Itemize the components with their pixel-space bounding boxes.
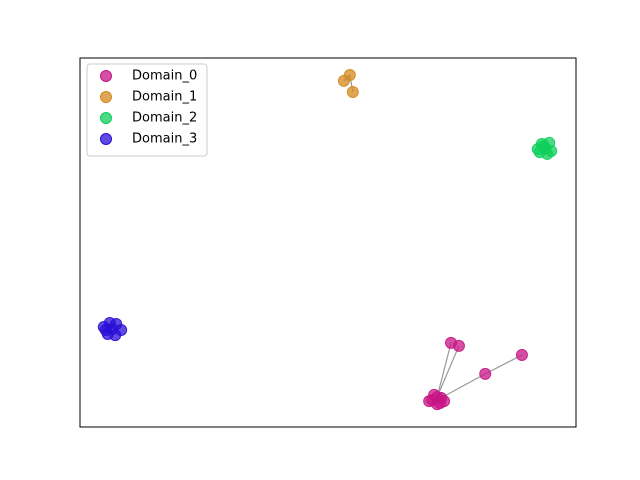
- legend-label: Domain_1: [132, 90, 197, 105]
- point: [479, 367, 492, 380]
- legend-marker: [100, 91, 112, 103]
- point: [337, 74, 350, 87]
- legend-marker: [100, 70, 112, 82]
- legend-label: Domain_3: [132, 132, 197, 147]
- point: [346, 85, 359, 98]
- edge: [436, 345, 460, 398]
- legend-box: [86, 63, 208, 157]
- point: [431, 391, 444, 404]
- point: [515, 349, 528, 362]
- legend-label: Domain_0: [132, 69, 197, 84]
- plot-frame: [79, 57, 577, 428]
- point: [452, 339, 465, 352]
- edge: [440, 373, 486, 399]
- legend-label: Domain_2: [132, 111, 197, 126]
- point: [537, 139, 550, 152]
- edge: [436, 342, 452, 398]
- legend-marker: [100, 133, 112, 145]
- edge: [484, 354, 523, 375]
- point: [99, 323, 112, 336]
- legend-marker: [100, 112, 112, 124]
